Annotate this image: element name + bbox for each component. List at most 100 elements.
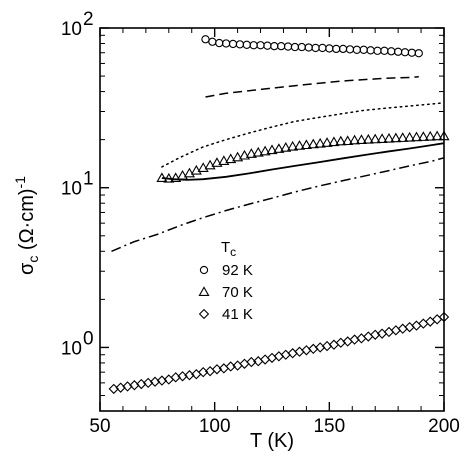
y-tick-label-exp-0: 0 (83, 328, 94, 349)
triangle-point (266, 144, 278, 155)
diamond-point (287, 348, 298, 359)
diamond-point (397, 323, 408, 334)
triangle-point (362, 133, 374, 144)
circle-point (345, 45, 355, 54)
triangle-point (245, 148, 257, 158)
triangle-point (383, 132, 395, 143)
triangle-point (349, 134, 361, 145)
data-layer (108, 35, 450, 395)
triangle-point (342, 135, 354, 146)
triangle-point (417, 131, 429, 141)
circle-point (263, 41, 272, 50)
series-diamond (108, 311, 450, 395)
diamond-point (294, 346, 305, 357)
triangle-point (232, 151, 244, 162)
y-tick-label-exp-1: 1 (83, 169, 94, 190)
diamond-point (301, 345, 312, 356)
legend-label-diamond: 41 K (222, 306, 253, 323)
circle-point (228, 39, 238, 49)
circle-point (393, 47, 403, 56)
y-tick-label-1: 10 (61, 179, 82, 200)
triangle-point (390, 132, 402, 143)
circle-point (407, 48, 417, 57)
triangle-point (321, 137, 333, 147)
circle-point (221, 39, 231, 48)
circle-point (311, 43, 320, 53)
circle-point (338, 44, 348, 54)
legend-label-circle: 92 K (222, 262, 253, 279)
triangle-point (225, 153, 237, 164)
x-tick-label-200: 200 (428, 416, 460, 437)
legend-marker-triangle (198, 286, 210, 297)
circle-point (242, 40, 251, 49)
diamond-point (266, 352, 278, 364)
triangle-point (190, 164, 202, 175)
triangle-point (259, 145, 271, 156)
curve-dashed (205, 76, 419, 98)
circle-point (352, 45, 362, 54)
legend-marker-circle (199, 265, 209, 275)
triangle-point (431, 130, 443, 141)
diamond-point (308, 343, 319, 355)
x-tick-label-100: 100 (199, 416, 231, 437)
series-circle (201, 35, 423, 58)
triangle-point (238, 149, 251, 160)
diamond-point (383, 326, 395, 338)
triangle-point (211, 157, 223, 167)
circle-point (400, 48, 410, 57)
circle-point (380, 46, 389, 55)
series-triangle (156, 130, 450, 183)
circle-point (318, 43, 327, 53)
triangle-point (280, 142, 292, 152)
circle-point (290, 42, 300, 52)
triangle-point (355, 134, 367, 144)
triangle-point (197, 162, 209, 172)
y-tick-label-exp-2: 2 (83, 9, 94, 30)
plot-frame (99, 27, 445, 412)
legend-label-triangle: 70 K (222, 284, 253, 301)
circle-point (256, 41, 265, 50)
triangle-point (314, 137, 326, 148)
circle-point (366, 46, 375, 55)
triangle-point (307, 138, 319, 149)
circle-point (235, 40, 245, 49)
circle-point (283, 42, 293, 51)
triangle-point (397, 132, 409, 142)
circle-point (332, 44, 341, 54)
triangle-point (293, 140, 306, 150)
circle-point (297, 42, 306, 52)
triangle-point (369, 133, 381, 144)
y-tick-label-0: 10 (61, 338, 82, 359)
triangle-point (300, 139, 312, 150)
circle-point (277, 41, 286, 51)
curve-solid (161, 142, 445, 181)
triangle-point (170, 172, 182, 183)
x-axis-title: T (K) (250, 430, 294, 452)
circle-point (270, 41, 279, 51)
triangle-point (183, 167, 195, 178)
x-tick-label-50: 50 (89, 416, 110, 437)
legend-marker-diamond (198, 308, 210, 320)
circle-point (387, 47, 396, 56)
triangle-point (410, 131, 423, 142)
circle-point (304, 43, 313, 52)
circle-point (373, 46, 382, 55)
triangle-point (218, 155, 230, 165)
curve-dash-dot (111, 157, 445, 252)
triangle-point (424, 130, 436, 141)
circle-point (414, 49, 423, 58)
diamond-point (273, 351, 285, 362)
legend: Tc 92 K 70 K 41 K (198, 239, 253, 323)
triangle-point (376, 133, 388, 143)
triangle-point (204, 159, 216, 170)
triangle-point (335, 135, 347, 146)
diamond-point (390, 325, 402, 336)
diamond-point (259, 354, 271, 365)
y-axis-title: σc (Ω·cm)-1 (12, 176, 41, 275)
diamond-point (280, 349, 291, 360)
triangle-point (273, 143, 285, 153)
triangle-point (328, 136, 340, 147)
triangle-point (287, 140, 299, 151)
